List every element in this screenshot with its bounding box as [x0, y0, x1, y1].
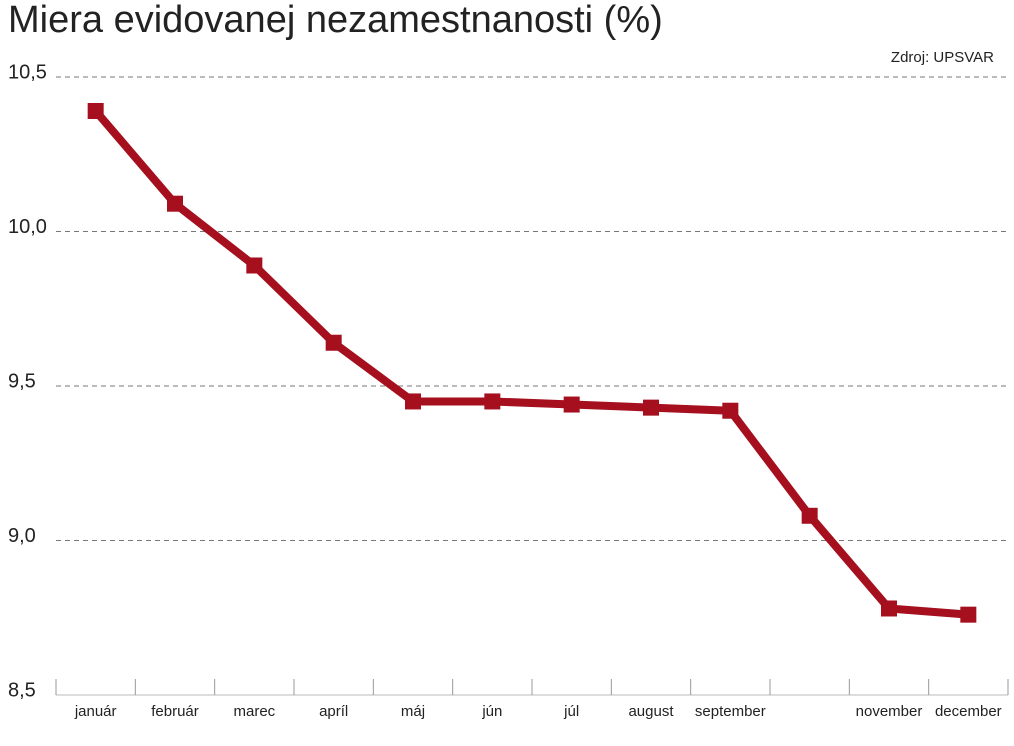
x-tick-label: november [856, 703, 923, 720]
marker [167, 195, 183, 212]
y-tick-label: 10,0 [8, 216, 47, 238]
y-tick-label: 9,5 [8, 370, 36, 392]
x-tick-label: marec [233, 703, 275, 720]
chart-title: Miera evidovanej nezamestnanosti (%) [8, 0, 663, 41]
line [92, 108, 969, 619]
x-tick-label: december [935, 703, 1002, 720]
source: Zdroj: UPSVAR [891, 49, 994, 66]
x-tick-label: máj [401, 703, 425, 720]
marker [325, 334, 342, 351]
y-tick-label: 8,5 [8, 679, 36, 701]
marker [563, 396, 580, 413]
y-tick-label: 9,0 [8, 525, 36, 547]
x-tick-label: február [151, 703, 199, 720]
marker [643, 399, 659, 416]
marker [960, 606, 977, 623]
marker [881, 600, 897, 617]
marker [484, 393, 501, 410]
marker [801, 507, 818, 524]
x-tick-label: september [695, 703, 766, 720]
x-tick-label: august [628, 703, 674, 720]
marker [722, 402, 739, 419]
x-tick-label: apríl [319, 703, 348, 720]
marker [246, 257, 263, 274]
marker [405, 393, 421, 410]
x-tick-label: jún [481, 703, 502, 720]
y-tick-label: 10,5 [8, 61, 47, 83]
x-tick-label: január [74, 703, 117, 720]
marker [87, 102, 104, 119]
x-tick-label: júl [563, 703, 579, 720]
